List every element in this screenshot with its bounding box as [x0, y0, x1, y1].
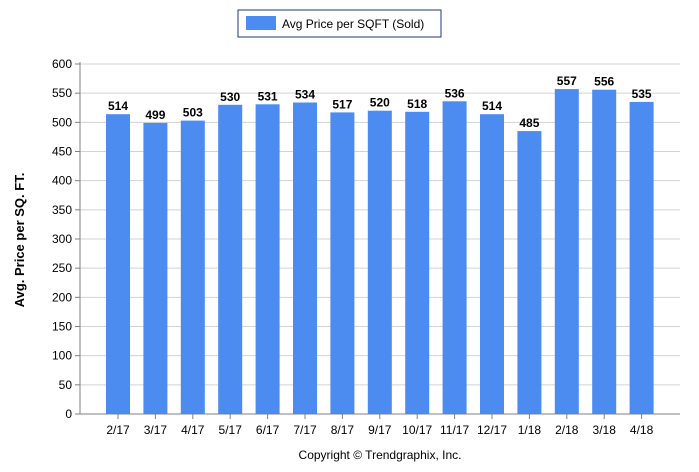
x-tick-label: 1/18 — [518, 423, 542, 437]
bar — [367, 110, 392, 414]
data-label: 530 — [220, 90, 240, 104]
data-label: 557 — [557, 74, 577, 88]
y-tick-label: 100 — [52, 349, 72, 363]
copyright-text: Copyright © Trendgraphix, Inc. — [299, 448, 462, 462]
x-tick-label: 5/17 — [219, 423, 243, 437]
x-tick-label: 4/18 — [630, 423, 654, 437]
bar — [592, 89, 617, 414]
x-tick-label: 11/17 — [440, 423, 469, 437]
y-tick-label: 350 — [52, 203, 72, 217]
y-tick-label: 500 — [52, 115, 72, 129]
legend-swatch — [246, 16, 276, 30]
data-label: 514 — [482, 99, 502, 113]
y-tick-labels: 0 50 100 150 200 250 300 350 400 450 500 550 600 — [52, 57, 72, 421]
bar — [480, 114, 504, 414]
bars — [106, 89, 654, 415]
bar — [442, 101, 467, 415]
data-label: 520 — [370, 96, 390, 110]
data-label: 517 — [332, 97, 352, 111]
bar — [330, 112, 355, 415]
y-tick-label: 550 — [52, 86, 72, 100]
x-tick-label: 9/17 — [368, 423, 392, 437]
data-label: 535 — [632, 87, 652, 101]
data-label: 556 — [594, 75, 614, 89]
data-label: 514 — [108, 99, 128, 113]
y-tick-label: 200 — [52, 290, 72, 304]
legend: Avg Price per SQFT (Sold) — [237, 9, 442, 38]
bar — [554, 89, 579, 414]
bar — [218, 104, 243, 415]
x-tick-label: 12/17 — [477, 423, 507, 437]
x-tick-label: 4/17 — [181, 423, 205, 437]
data-label: 499 — [145, 108, 165, 122]
y-axis-title: Avg. Price per SQ. FT. — [12, 173, 27, 308]
bar — [106, 114, 130, 414]
x-tick-label: 3/17 — [144, 423, 168, 437]
data-label: 485 — [519, 116, 539, 130]
data-label: 531 — [258, 89, 278, 103]
y-tick-label: 50 — [59, 378, 73, 392]
y-tick-label: 150 — [52, 320, 72, 334]
data-label: 503 — [183, 106, 203, 120]
data-label: 534 — [295, 88, 315, 102]
bar — [517, 131, 542, 414]
y-tick-label: 250 — [52, 261, 72, 275]
x-tick-label: 3/18 — [593, 423, 617, 437]
y-tick-label: 400 — [52, 174, 72, 188]
x-tick-label: 10/17 — [402, 423, 432, 437]
bar — [255, 104, 280, 415]
bar — [180, 120, 205, 414]
y-tick-label: 300 — [52, 232, 72, 246]
bar — [143, 122, 168, 415]
axes — [75, 62, 680, 419]
y-tick-label: 600 — [52, 57, 72, 71]
x-tick-label: 7/17 — [293, 423, 317, 437]
y-tick-label: 450 — [52, 145, 72, 159]
data-label: 536 — [445, 86, 465, 100]
x-tick-label: 6/17 — [256, 423, 280, 437]
data-labels: 514 499 503 530 531 534 517 520 518 536 514 485 557 5… — [108, 74, 652, 130]
x-tick-labels: 2/17 3/17 4/17 5/17 6/17 7/17 8/17 9/17 10/17 11/… — [106, 423, 653, 437]
bar — [293, 102, 317, 414]
bar — [405, 111, 430, 415]
legend-label: Avg Price per SQFT (Sold) — [282, 17, 424, 31]
y-tick-label: 0 — [65, 407, 72, 421]
x-tick-label: 2/18 — [555, 423, 579, 437]
x-tick-label: 8/17 — [331, 423, 355, 437]
bar — [629, 101, 654, 415]
x-tick-label: 2/17 — [106, 423, 130, 437]
data-label: 518 — [407, 97, 427, 111]
